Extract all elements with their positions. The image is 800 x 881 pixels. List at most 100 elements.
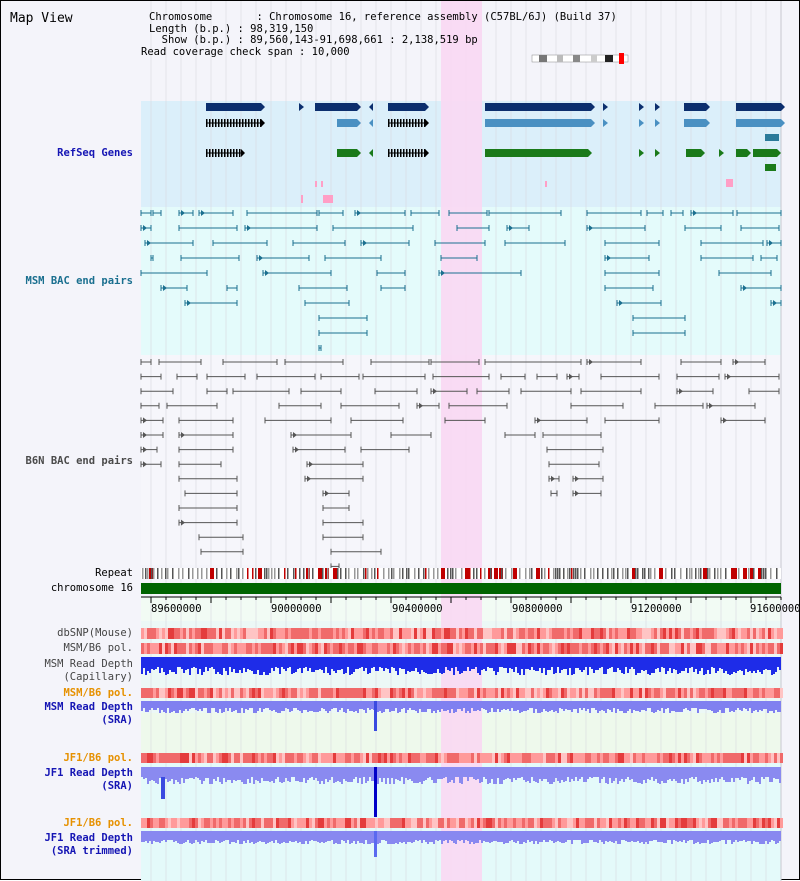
depth-bar	[265, 701, 267, 708]
depth-bar	[449, 767, 451, 782]
track-label-msm-bac[interactable]: MSM BAC end pairs	[25, 275, 133, 287]
repeat-element	[374, 568, 376, 579]
depth-bar	[555, 831, 557, 842]
polymorphism-cell	[144, 753, 147, 763]
polymorphism-cell	[375, 753, 378, 763]
polymorphism-cell	[522, 818, 525, 828]
depth-bar	[197, 831, 199, 842]
depth-bar	[235, 767, 237, 781]
polymorphism-cell	[159, 818, 162, 828]
track-label-b6n-bac[interactable]: B6N BAC end pairs	[25, 455, 133, 467]
depth-bar	[691, 767, 693, 777]
polymorphism-cell	[165, 628, 168, 639]
polymorphism-cell	[363, 818, 366, 828]
repeat-element	[536, 568, 540, 579]
polymorphism-cell	[405, 628, 408, 639]
polymorphism-cell	[210, 753, 213, 763]
polymorphism-cell	[345, 688, 348, 698]
polymorphism-cell	[453, 753, 456, 763]
gene-exon	[485, 103, 591, 111]
depth-bar	[679, 701, 681, 712]
depth-bar	[261, 831, 263, 842]
polymorphism-cell	[777, 688, 780, 698]
polymorphism-cell	[189, 643, 192, 654]
polymorphism-cell	[159, 688, 162, 698]
gene-exon	[765, 164, 776, 171]
polymorphism-cell	[447, 818, 450, 828]
depth-bar	[677, 831, 679, 842]
depth-bar	[723, 767, 725, 780]
polymorphism-cell	[756, 688, 759, 698]
depth-bar	[223, 767, 225, 778]
repeat-element	[318, 568, 322, 579]
polymorphism-cell	[573, 628, 576, 639]
bac-marker	[589, 225, 593, 231]
depth-bar	[159, 767, 161, 778]
depth-bar	[403, 767, 405, 784]
polymorphism-cell	[432, 753, 435, 763]
polymorphism-cell	[294, 628, 297, 639]
depth-bar	[227, 701, 229, 711]
polymorphism-cell	[312, 643, 315, 654]
depth-bar	[607, 701, 609, 709]
depth-bar	[365, 831, 367, 840]
depth-bar	[263, 831, 265, 842]
depth-bar	[403, 701, 405, 708]
depth-bar	[495, 701, 497, 712]
polymorphism-cell	[255, 818, 258, 828]
depth-bar	[419, 657, 421, 674]
polymorphism-cell	[741, 753, 744, 763]
depth-bar	[447, 831, 449, 843]
depth-bar	[143, 831, 145, 842]
polymorphism-cell	[645, 688, 648, 698]
depth-bar	[329, 831, 331, 841]
depth-bar	[629, 701, 631, 709]
depth-bar	[289, 657, 291, 667]
coverage-span-line: Read coverage check span : 10,000	[141, 45, 350, 58]
snp-mark	[323, 195, 333, 203]
polymorphism-cell	[504, 643, 507, 654]
depth-bar	[301, 831, 303, 844]
repeat-element	[391, 568, 393, 579]
polymorphism-cell	[774, 753, 777, 763]
length-line: Length (b.p.) : 98,319,150	[149, 22, 314, 35]
polymorphism-cell	[537, 688, 540, 698]
repeat-element	[686, 568, 688, 579]
polymorphism-cell	[297, 628, 300, 639]
polymorphism-cell	[324, 628, 327, 639]
depth-bar	[359, 831, 361, 843]
depth-bar	[233, 657, 235, 669]
depth-bar	[467, 767, 469, 781]
track-label-refseq[interactable]: RefSeq Genes	[57, 147, 133, 159]
repeat-element	[312, 568, 314, 579]
depth-bar	[513, 767, 515, 778]
depth-bar	[605, 831, 607, 841]
polymorphism-cell	[183, 753, 186, 763]
depth-bar	[713, 657, 715, 668]
polymorphism-cell	[504, 818, 507, 828]
polymorphism-cell	[222, 643, 225, 654]
polymorphism-cell	[570, 643, 573, 654]
polymorphism-cell	[381, 688, 384, 698]
depth-bar	[183, 657, 185, 673]
depth-bar	[297, 767, 299, 781]
depth-bar	[157, 657, 159, 667]
depth-bar	[235, 701, 237, 710]
depth-bar	[617, 831, 619, 844]
depth-bar	[427, 767, 429, 778]
depth-bar	[737, 831, 739, 842]
depth-bar	[307, 767, 309, 780]
polymorphism-cell	[384, 753, 387, 763]
polymorphism-cell	[351, 753, 354, 763]
depth-bar	[303, 657, 305, 668]
polymorphism-cell	[159, 643, 162, 654]
polymorphism-cell	[264, 628, 267, 639]
bac-marker	[143, 432, 147, 438]
gene-exon	[227, 149, 229, 157]
depth-bar	[731, 831, 733, 844]
depth-bar	[607, 831, 609, 842]
depth-bar	[475, 701, 477, 711]
depth-bar	[779, 831, 781, 841]
depth-bar	[609, 831, 611, 841]
